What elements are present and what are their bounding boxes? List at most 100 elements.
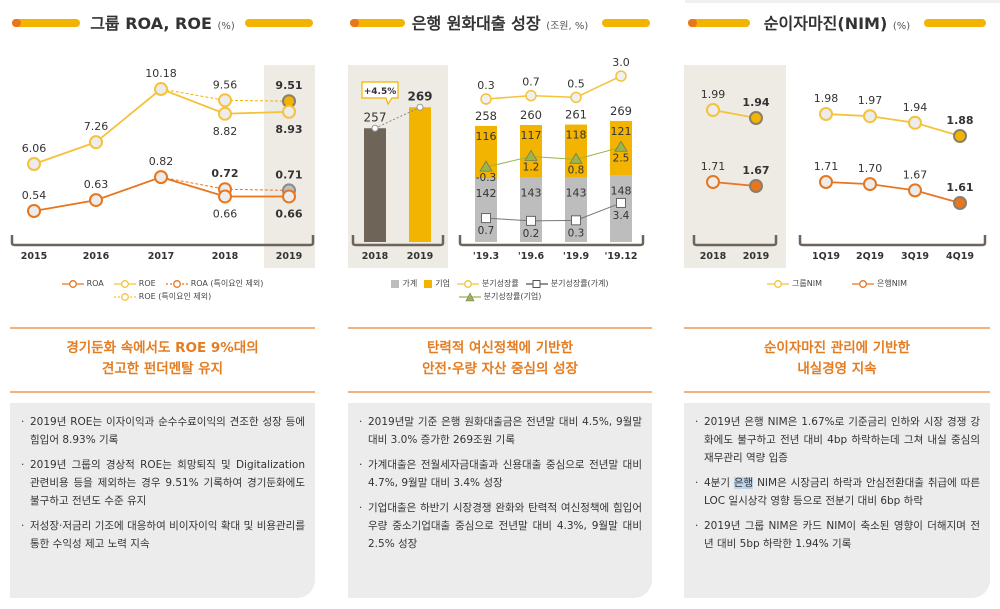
growth-label: 3.4 xyxy=(613,210,630,222)
title-bar-right xyxy=(245,19,313,27)
legend-item: 분기성장률(기업) xyxy=(458,291,541,302)
legend-item: ROA (특이요인 제외) xyxy=(165,278,264,289)
bullet-box: 2019년 은행 NIM은 1.67%로 기준금리 인하와 시장 경쟁 강화에도… xyxy=(684,403,990,598)
legend-label: ROA (특이요인 제외) xyxy=(190,279,264,288)
roa-point xyxy=(282,189,296,204)
quarterly-bracket xyxy=(798,235,987,247)
corporate-bar xyxy=(475,125,497,179)
household-label: 142 xyxy=(476,187,497,200)
nim-point xyxy=(706,103,720,117)
chart-title-text: 그룹 ROA, ROE xyxy=(90,14,212,33)
growth-label: 0.3 xyxy=(477,79,495,92)
legend-item: 은행NIM xyxy=(852,278,907,289)
household-bar xyxy=(610,175,632,242)
corporate-growth-point xyxy=(524,149,538,161)
nim-line xyxy=(712,181,757,187)
data-label: 257 xyxy=(364,110,387,124)
data-label: 0.54 xyxy=(22,189,47,202)
data-label: 1.94 xyxy=(903,101,928,114)
data-label: 7.26 xyxy=(84,120,109,133)
household-label: 143 xyxy=(521,187,542,200)
data-label: 1.61 xyxy=(946,181,973,194)
headline: 탄력적 여신정책에 기반한 안전·우량 자산 중심의 성장 xyxy=(348,338,652,380)
growth-point xyxy=(480,93,492,105)
chart-unit: (%) xyxy=(217,21,235,32)
x-tick-label: 2018 xyxy=(700,251,727,262)
data-label: 0.71 xyxy=(275,168,302,181)
total-label: 269 xyxy=(610,104,632,118)
x-tick-label: 2019 xyxy=(407,251,433,262)
legend-line-icon xyxy=(458,291,481,301)
roe-excl-line xyxy=(160,88,290,102)
bullet-text: NIM은 시장금리 하락과 안심전환대출 취급에 따른 LOC 일시상각 영향 … xyxy=(704,477,980,507)
legend-label: 기업 xyxy=(435,279,450,288)
trend-point xyxy=(371,124,379,132)
data-label: 8.82 xyxy=(213,125,238,138)
data-label: 9.51 xyxy=(275,79,302,92)
x-tick-label: 2018 xyxy=(212,251,239,262)
corporate-label: 117 xyxy=(521,129,542,142)
headline-line: 견고한 펀더멘탈 유지 xyxy=(101,361,224,377)
data-label: 0.82 xyxy=(149,155,174,168)
growth-label: 2.5 xyxy=(613,152,630,164)
divider xyxy=(348,327,652,329)
household-growth-point xyxy=(616,197,626,208)
data-label: 1.67 xyxy=(742,164,769,177)
divider xyxy=(10,391,315,393)
x-tick-label: 2018 xyxy=(362,251,389,262)
top-strip xyxy=(685,0,1000,3)
chart-legend: 그룹NIM 은행NIM xyxy=(684,278,990,289)
data-label: 6.06 xyxy=(22,142,47,155)
data-label: 1.98 xyxy=(814,92,839,105)
legend-item: 분기성장률(가계) xyxy=(525,278,609,289)
chart-title: 은행 원화대출 성장 (조원, %) xyxy=(348,10,652,34)
data-label: 0.66 xyxy=(213,207,238,220)
legend-item: 분기성장률 xyxy=(456,278,519,289)
legend-label: 은행NIM xyxy=(877,279,907,288)
data-label: 1.99 xyxy=(701,88,726,101)
corporate-label: 118 xyxy=(566,129,587,142)
nim-point xyxy=(749,111,763,125)
legend-label: ROE (특이요인 제외) xyxy=(138,292,212,301)
legend-label: 분기성장률(가계) xyxy=(550,279,609,288)
household-bar xyxy=(475,178,497,242)
x-tick-label: 4Q19 xyxy=(946,251,974,262)
annual-bar xyxy=(409,107,431,242)
headline-line: 경기둔화 속에서도 ROE 9%대의 xyxy=(66,340,259,356)
title-bar-left xyxy=(688,19,750,27)
x-tick-label: 2016 xyxy=(83,251,110,262)
household-growth-line xyxy=(485,202,622,222)
household-bar xyxy=(565,177,587,242)
corporate-label: 116 xyxy=(476,130,497,143)
legend-swatch-icon xyxy=(391,279,400,288)
legend-label: ROA xyxy=(86,279,104,288)
change-label: +4.5% xyxy=(364,87,397,97)
charts-canvas: 2015 2016 2017 2018 2019 9.56 0.72 9.51 0.71 6.06… xyxy=(10,56,987,262)
growth-label: 0.7 xyxy=(478,225,495,237)
annual-bracket xyxy=(351,235,445,247)
nim-point xyxy=(706,175,720,189)
growth-label: 0.3 xyxy=(568,227,585,239)
legend-item: 기업 xyxy=(424,278,450,289)
legend-line-icon xyxy=(456,279,479,288)
bullet-item: 2019년 은행 NIM은 1.67%로 기준금리 인하와 시장 경쟁 강화에도… xyxy=(695,413,980,467)
annual-background xyxy=(684,65,786,268)
x-tick-label: 2Q19 xyxy=(856,251,884,262)
bullet-box: 2019년말 기준 은행 원화대출금은 전년말 대비 4.5%, 9월말 대비 … xyxy=(348,403,652,598)
title-bar-left xyxy=(12,19,80,27)
legend-line-icon xyxy=(852,279,874,288)
legend-item: 그룹NIM xyxy=(767,278,822,289)
total-label: 261 xyxy=(565,108,587,122)
roe-excl-point xyxy=(218,93,232,108)
annual-bracket xyxy=(692,235,778,247)
headline-line: 내실경영 지속 xyxy=(797,361,877,377)
corporate-label: 121 xyxy=(611,125,632,138)
chart-unit: (%) xyxy=(892,21,911,32)
nim-point xyxy=(863,109,877,124)
annual-trend-line xyxy=(374,106,421,129)
chart-title: 순이자마진(NIM) (%) xyxy=(684,10,990,34)
legend-label: 분기성장률 xyxy=(481,279,519,288)
legend-item: ROE xyxy=(113,278,156,289)
roe-point xyxy=(154,82,168,97)
growth-label: 1.2 xyxy=(523,161,540,173)
